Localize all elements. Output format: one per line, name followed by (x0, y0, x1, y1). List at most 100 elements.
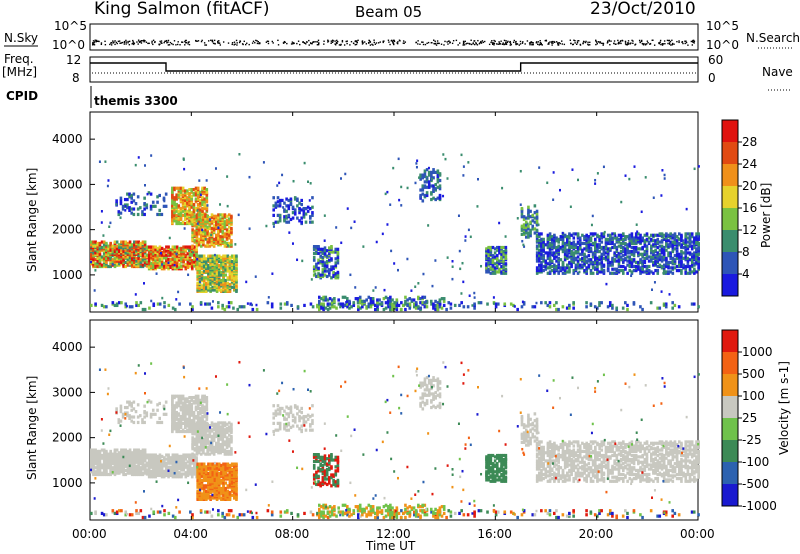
power-scatter (90, 152, 700, 312)
power-cell (634, 235, 638, 239)
power-cell (397, 303, 401, 308)
noise-point (626, 42, 629, 44)
power-cell (684, 264, 688, 269)
power-cell (224, 278, 227, 283)
power-cell (630, 264, 634, 269)
power-cell (191, 307, 194, 312)
noise-point (94, 39, 96, 41)
power-cell (141, 254, 145, 258)
power-cell (415, 162, 418, 165)
power-cell (336, 247, 340, 251)
noise-point (624, 40, 627, 43)
noise-point (160, 40, 163, 42)
power-cell (600, 270, 604, 274)
power-cell (358, 298, 362, 302)
power-cell (600, 260, 604, 265)
power-cell (115, 240, 119, 244)
power-cell (285, 204, 288, 208)
power-cell (594, 182, 597, 185)
power-cell (550, 235, 554, 239)
power-cell (126, 245, 130, 250)
noise-point (305, 43, 307, 45)
power-cell (301, 259, 304, 263)
velocity-cell (98, 460, 102, 464)
noise-point (166, 42, 168, 44)
power-cell (596, 243, 599, 247)
power-cell (548, 241, 552, 246)
power-cell (221, 213, 225, 217)
power-cell (658, 306, 662, 310)
power-cell (645, 244, 649, 248)
power-cell (120, 240, 123, 244)
power-cell (316, 303, 319, 308)
power-cell (330, 244, 333, 249)
power-cell (161, 263, 164, 266)
power-cell (645, 251, 649, 255)
power-cell (143, 202, 146, 206)
noise-point (692, 39, 695, 42)
noise-point (323, 40, 325, 42)
power-cell (109, 248, 112, 252)
power-cell (422, 296, 425, 299)
power-cell (226, 265, 230, 269)
power-cell (181, 209, 185, 213)
power-cell (130, 305, 134, 309)
noise-point (114, 40, 116, 42)
velocity-cell (147, 461, 151, 465)
velocity-cell (160, 468, 164, 472)
power-cell (190, 187, 194, 192)
power-cell (270, 302, 274, 306)
power-cell (561, 235, 565, 239)
colorbar-segment (722, 186, 738, 208)
power-cell (106, 184, 109, 188)
noise-point (449, 42, 451, 44)
power-cell (489, 258, 493, 262)
power-cell (662, 251, 666, 255)
noise-point (140, 40, 142, 42)
noise-point (462, 44, 464, 46)
noise-point (158, 43, 160, 46)
power-cell (233, 254, 236, 258)
noise-point (393, 40, 396, 43)
velocity-cell (117, 453, 121, 458)
power-cell (587, 240, 591, 244)
noise-point (421, 41, 423, 43)
power-cell (223, 244, 227, 248)
power-cell (122, 247, 125, 251)
power-cell (524, 216, 528, 220)
power-cell (578, 270, 581, 274)
power-cell (498, 251, 501, 255)
power-cell (574, 256, 578, 260)
power-cell (200, 270, 204, 274)
noise-point (503, 43, 505, 46)
noise-point (617, 41, 620, 44)
power-cell (397, 157, 400, 161)
noise-point (641, 42, 644, 45)
noise-point (610, 40, 612, 42)
power-cell (658, 258, 662, 262)
power-cell (677, 232, 681, 236)
power-cell (538, 243, 541, 247)
noise-point (668, 43, 671, 45)
noise-point (669, 40, 672, 43)
power-cell (533, 227, 537, 231)
power-cell (204, 244, 207, 248)
power-cell (283, 201, 286, 205)
power-cell (609, 260, 612, 265)
power-cell (175, 186, 178, 190)
power-cell (537, 223, 540, 227)
power-cell (224, 273, 227, 277)
noise-point (608, 40, 611, 42)
power-cell (206, 217, 210, 221)
power-cell (504, 256, 508, 260)
power-cell (673, 232, 677, 236)
power-cell (217, 301, 220, 305)
power-cell (563, 255, 567, 259)
power-cell (570, 252, 573, 256)
velocity-cell (150, 472, 153, 476)
power-cell (658, 252, 662, 256)
power-cell (606, 258, 610, 262)
power-cell (432, 196, 435, 200)
colorbar-segment (722, 120, 738, 142)
power-cell (384, 306, 388, 310)
